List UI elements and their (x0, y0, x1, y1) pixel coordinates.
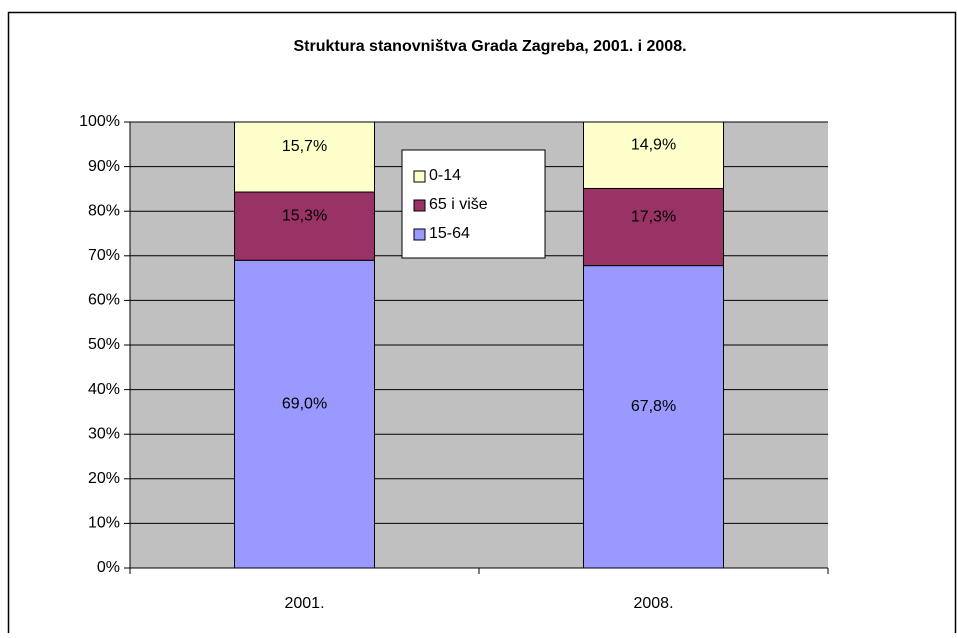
y-tick-label: 90% (88, 158, 120, 175)
legend-swatch (413, 228, 426, 241)
legend-swatch (413, 170, 426, 183)
legend-swatch (413, 199, 426, 212)
legend-label: 0-14 (429, 167, 461, 184)
y-tick-label: 0% (97, 559, 120, 576)
bar-segment (234, 191, 375, 261)
bar-segment (583, 121, 724, 189)
y-tick-label: 10% (88, 515, 120, 532)
data-label: 69,0% (282, 395, 327, 412)
data-label: 15,3% (282, 207, 327, 224)
legend-label: 65 i više (429, 196, 488, 213)
y-tick-label: 30% (88, 425, 120, 442)
x-tick-label: 2008. (633, 595, 673, 612)
bar-segment (234, 259, 375, 569)
legend-box (401, 149, 546, 259)
y-tick-label: 20% (88, 470, 120, 487)
bar-segment (583, 187, 724, 267)
y-tick-label: 60% (88, 292, 120, 309)
y-tick-label: 100% (79, 113, 120, 130)
bar-segment (583, 265, 724, 569)
y-tick-label: 40% (88, 381, 120, 398)
data-label: 17,3% (631, 208, 676, 225)
chart-title: Struktura stanovništva Grada Zagreba, 20… (293, 38, 686, 55)
y-tick-label: 70% (88, 247, 120, 264)
data-label: 14,9% (631, 136, 676, 153)
y-tick-label: 50% (88, 336, 120, 353)
data-label: 15,7% (282, 138, 327, 155)
data-label: 67,8% (631, 398, 676, 415)
bar-segment (234, 121, 375, 193)
y-tick-label: 80% (88, 202, 120, 219)
legend-label: 15-64 (429, 225, 470, 242)
x-tick-label: 2001. (284, 595, 324, 612)
